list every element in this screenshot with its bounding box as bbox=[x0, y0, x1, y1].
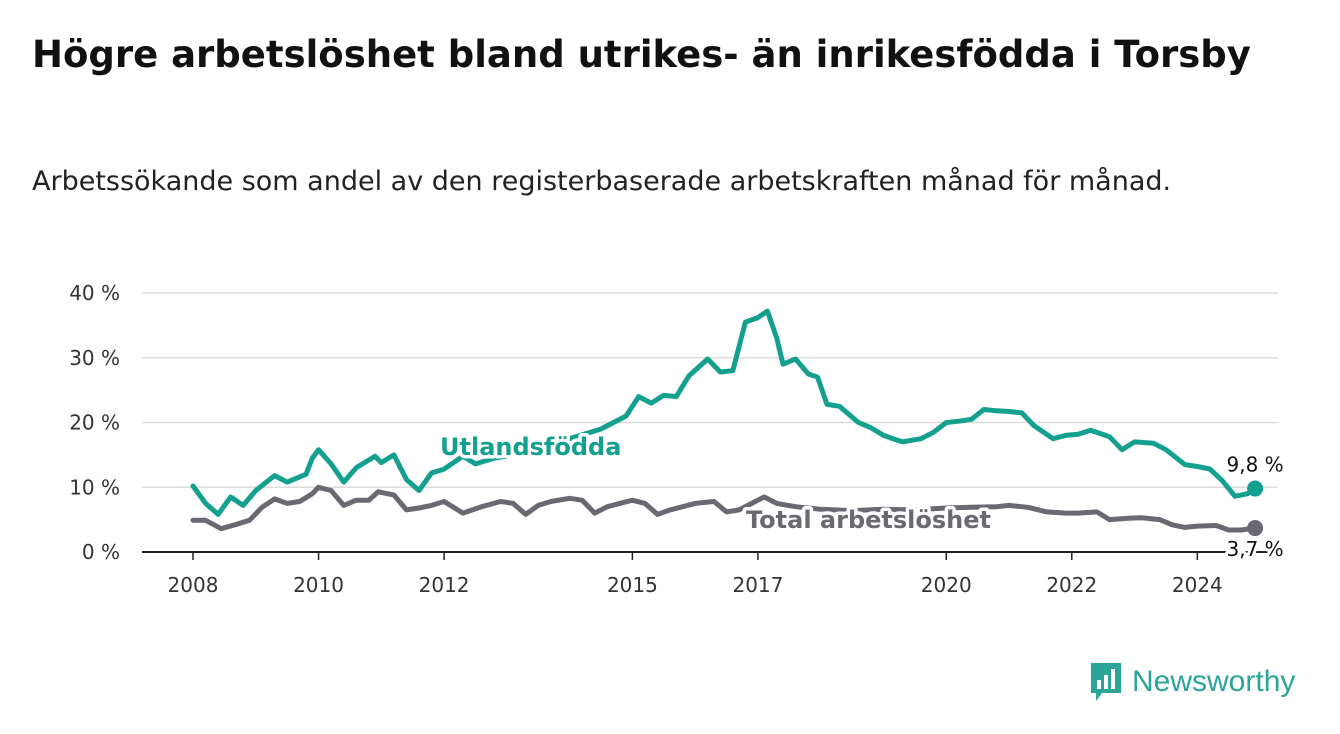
series-label-utlandsfodda: Utlandsfödda bbox=[440, 433, 621, 461]
line-chart: 0 % 10 % 20 % 30 % 40 % 2008 2010 2012 2015 2017… bbox=[69, 281, 1287, 597]
x-tick-label: 2010 bbox=[293, 573, 344, 597]
end-value-total: 3,7 % bbox=[1227, 537, 1284, 561]
newsworthy-logo[interactable]: Newsworthy bbox=[1088, 660, 1295, 704]
y-tick-label: 40 % bbox=[69, 281, 120, 305]
y-tick-label: 20 % bbox=[69, 411, 120, 435]
series-line-utlandsfodda bbox=[190, 308, 1258, 517]
x-axis-ticks: 2008 2010 2012 2015 2017 2020 2022 2024 bbox=[168, 552, 1223, 597]
y-tick-label: 10 % bbox=[69, 475, 120, 499]
x-tick-label: 2012 bbox=[419, 573, 470, 597]
chart-title: Högre arbetslöshet bland utrikes- än inr… bbox=[32, 33, 1251, 76]
series-lines bbox=[190, 308, 1264, 537]
y-axis-ticks: 0 % 10 % 20 % 30 % 40 % bbox=[69, 281, 120, 564]
x-tick-label: 2015 bbox=[607, 573, 658, 597]
series-labels: Utlandsfödda Total arbetslöshet 9,8 % 3,7 % bbox=[437, 430, 1287, 565]
series-end-marker bbox=[1247, 480, 1264, 497]
series-label-total: Total arbetslöshet bbox=[746, 506, 991, 534]
bar-chart-speech-icon bbox=[1091, 663, 1121, 701]
series-end-marker bbox=[1247, 520, 1264, 537]
series-line-total bbox=[190, 484, 1258, 533]
x-tick-label: 2024 bbox=[1172, 573, 1223, 597]
y-tick-label: 0 % bbox=[82, 540, 120, 564]
x-tick-label: 2008 bbox=[168, 573, 219, 597]
gridlines bbox=[142, 292, 1278, 553]
brand-name: Newsworthy bbox=[1132, 665, 1296, 698]
chart-subtitle: Arbetssökande som andel av den registerb… bbox=[32, 166, 1172, 197]
end-value-utlandsfodda: 9,8 % bbox=[1227, 453, 1284, 477]
y-tick-label: 30 % bbox=[69, 346, 120, 370]
x-tick-label: 2020 bbox=[921, 573, 972, 597]
x-tick-label: 2017 bbox=[732, 573, 783, 597]
x-tick-label: 2022 bbox=[1046, 573, 1097, 597]
